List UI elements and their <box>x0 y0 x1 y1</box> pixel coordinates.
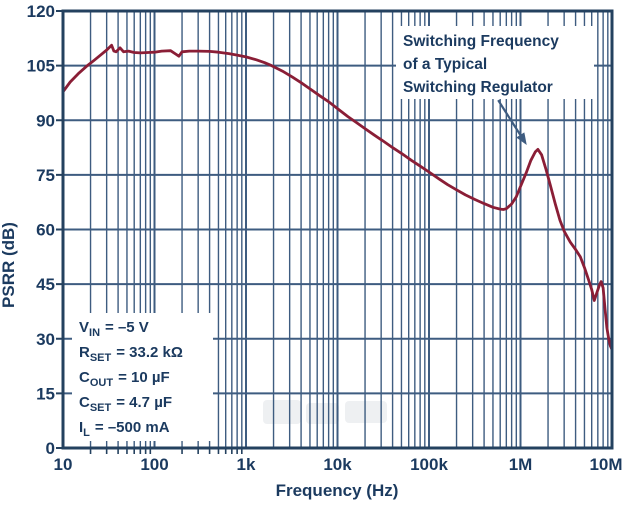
annotation-line-1: Switching Frequency <box>403 33 559 50</box>
conditions-box <box>72 313 213 441</box>
y-tick-label: 75 <box>36 166 55 185</box>
y-tick-label: 45 <box>36 275 55 294</box>
condition-line: IL = –500 mA <box>79 419 170 439</box>
conditions-text: VIN = –5 V RSET = 33.2 kΩ COUT = 10 µF CSET = 4… <box>79 319 183 439</box>
watermark <box>263 400 387 424</box>
condition-line: CSET = 4.7 µF <box>79 394 172 414</box>
y-tick-label: 30 <box>36 330 55 349</box>
arrow-shaft <box>497 99 523 139</box>
annotation-box <box>396 26 594 99</box>
y-axis-title: PSRR (dB) <box>0 222 18 308</box>
x-tick-label: 100k <box>410 455 448 474</box>
x-tick-label: 1k <box>237 455 256 474</box>
y-tick-label: 60 <box>36 221 55 240</box>
y-tick-label: 15 <box>36 384 55 403</box>
annotation-line-3: Switching Regulator <box>403 79 553 96</box>
x-axis-title: Frequency (Hz) <box>276 481 399 500</box>
y-tick-label: 120 <box>27 2 55 21</box>
x-tick-label: 10k <box>323 455 352 474</box>
y-tick-label: 90 <box>36 111 55 130</box>
y-tick-label: 0 <box>46 439 55 458</box>
annotation-line-2: of a Typical <box>403 56 487 73</box>
x-tick-labels: 10 100 1k 10k 100k 1M 10M <box>54 455 623 474</box>
annotation-arrow <box>497 99 527 146</box>
condition-line: VIN = –5 V <box>79 319 149 339</box>
plot-border <box>61 9 614 450</box>
condition-line: RSET = 33.2 kΩ <box>79 344 183 364</box>
x-tick-label: 100 <box>140 455 168 474</box>
x-tick-label: 10M <box>589 455 622 474</box>
tick-marks <box>56 10 243 454</box>
x-tick-label: 1M <box>509 455 533 474</box>
x-tick-label: 10 <box>54 455 73 474</box>
arrow-head <box>516 132 527 146</box>
y-tick-labels: 0 15 30 45 60 75 90 105 120 <box>27 2 55 458</box>
y-tick-label: 105 <box>27 57 55 76</box>
psrr-curve <box>61 43 614 352</box>
annotation-text: Switching Frequency of a Typical Switchi… <box>403 33 559 96</box>
condition-line: COUT = 10 µF <box>79 369 170 389</box>
